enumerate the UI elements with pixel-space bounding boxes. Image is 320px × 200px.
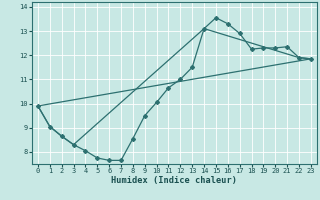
- X-axis label: Humidex (Indice chaleur): Humidex (Indice chaleur): [111, 176, 237, 185]
